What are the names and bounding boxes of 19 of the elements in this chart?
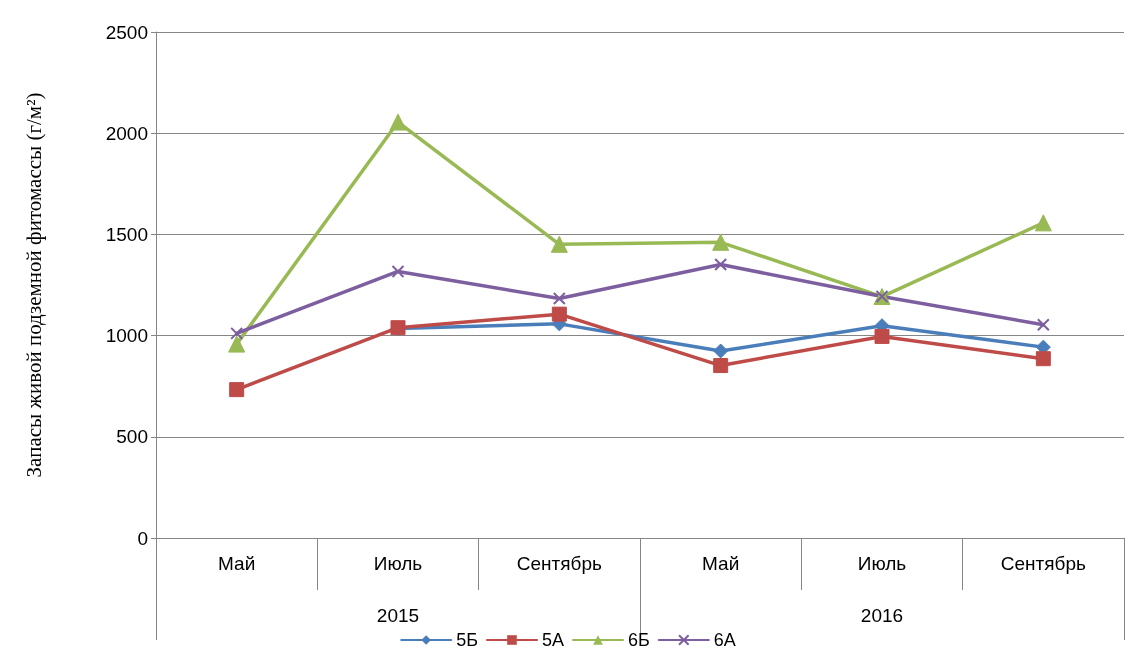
- legend-label: 6Б: [628, 630, 650, 650]
- text: 2015: [376, 605, 420, 626]
- x-tick-label: Май: [702, 553, 740, 574]
- x-tick-label: Сентябрь: [1000, 553, 1086, 574]
- y-tick-label: 0: [137, 527, 148, 549]
- legend-label: 6А: [713, 630, 736, 650]
- legend-label: 5А: [541, 630, 565, 650]
- y-tick-label: 2500: [105, 21, 148, 43]
- x-tick-label: Июль: [857, 553, 907, 574]
- y-axis-title: Запасы живой подземной фитомассы (г/м²): [21, 92, 46, 478]
- text: 2016: [860, 605, 904, 626]
- x-tick-label: Июль: [373, 553, 423, 574]
- x-tick-label: Май: [218, 553, 256, 574]
- y-tick-label: 1500: [105, 223, 148, 245]
- y-tick-label: 500: [116, 426, 148, 448]
- x-tick-label: Сентябрь: [516, 553, 602, 574]
- y-tick-label: 2000: [105, 122, 148, 144]
- legend-label: 5Б: [456, 630, 478, 650]
- y-tick-label: 1000: [105, 325, 148, 347]
